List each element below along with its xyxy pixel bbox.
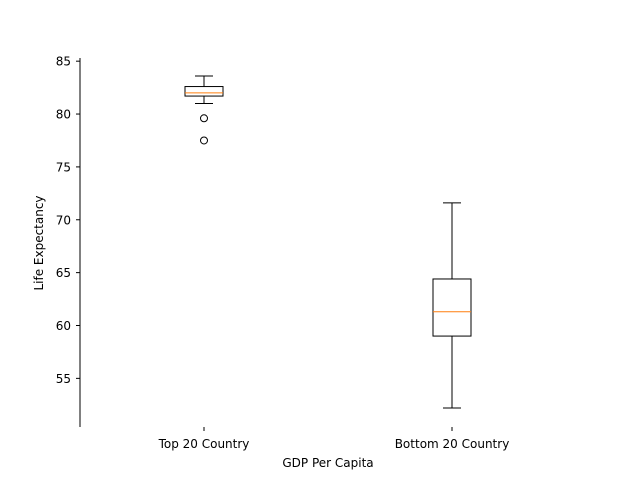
y-tick-label: 70 bbox=[56, 213, 71, 227]
x-tick-label: Top 20 Country bbox=[158, 437, 250, 451]
x-ticks-layer: Top 20 Country Bottom 20 Country bbox=[158, 427, 510, 451]
outlier-point bbox=[200, 114, 208, 123]
x-axis-label: GDP Per Capita bbox=[282, 456, 373, 470]
outlier-point bbox=[200, 136, 208, 145]
y-tick-label: 85 bbox=[56, 55, 71, 69]
box-iqr bbox=[184, 86, 224, 97]
boxes-layer bbox=[184, 75, 472, 409]
x-tick-label: Bottom 20 Country bbox=[395, 437, 510, 451]
y-tick-label: 65 bbox=[56, 266, 71, 280]
box-iqr bbox=[432, 278, 472, 337]
y-tick-label: 80 bbox=[56, 108, 71, 122]
y-ticks-layer: 55 60 65 70 75 80 85 bbox=[56, 55, 80, 386]
y-tick-label: 60 bbox=[56, 319, 71, 333]
y-axis-label: Life Expectancy bbox=[32, 195, 46, 290]
y-tick-label: 55 bbox=[56, 372, 71, 386]
box-group bbox=[432, 202, 472, 409]
box-group bbox=[184, 75, 224, 145]
y-tick-label: 75 bbox=[56, 160, 71, 174]
